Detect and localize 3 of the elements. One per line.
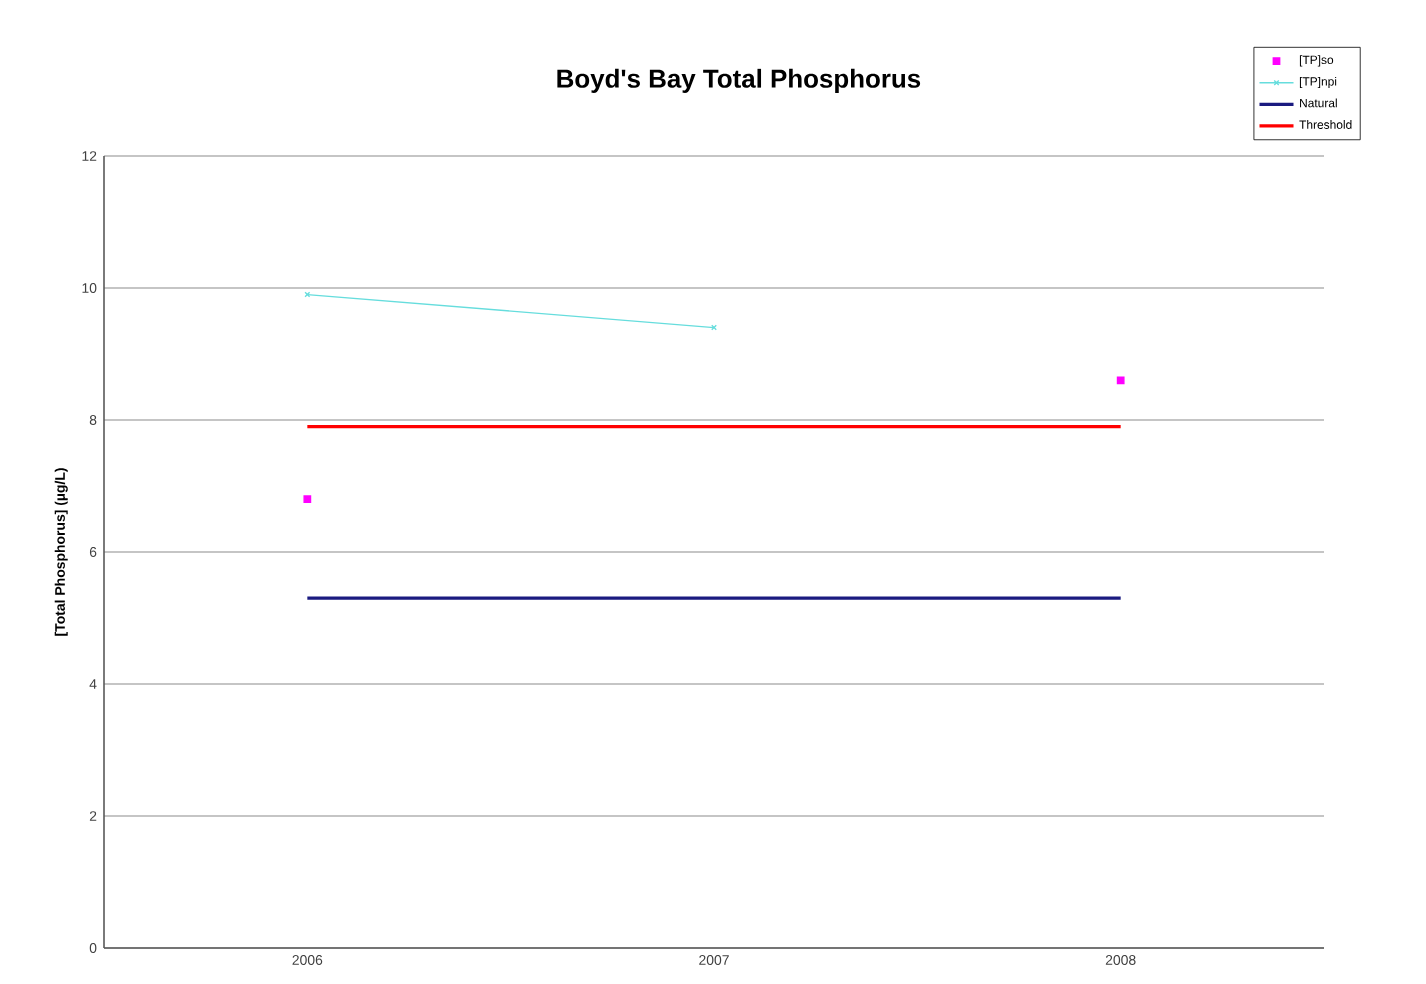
chart-title: Boyd's Bay Total Phosphorus (557, 68, 921, 93)
point (303, 495, 312, 504)
point (1116, 376, 1125, 385)
